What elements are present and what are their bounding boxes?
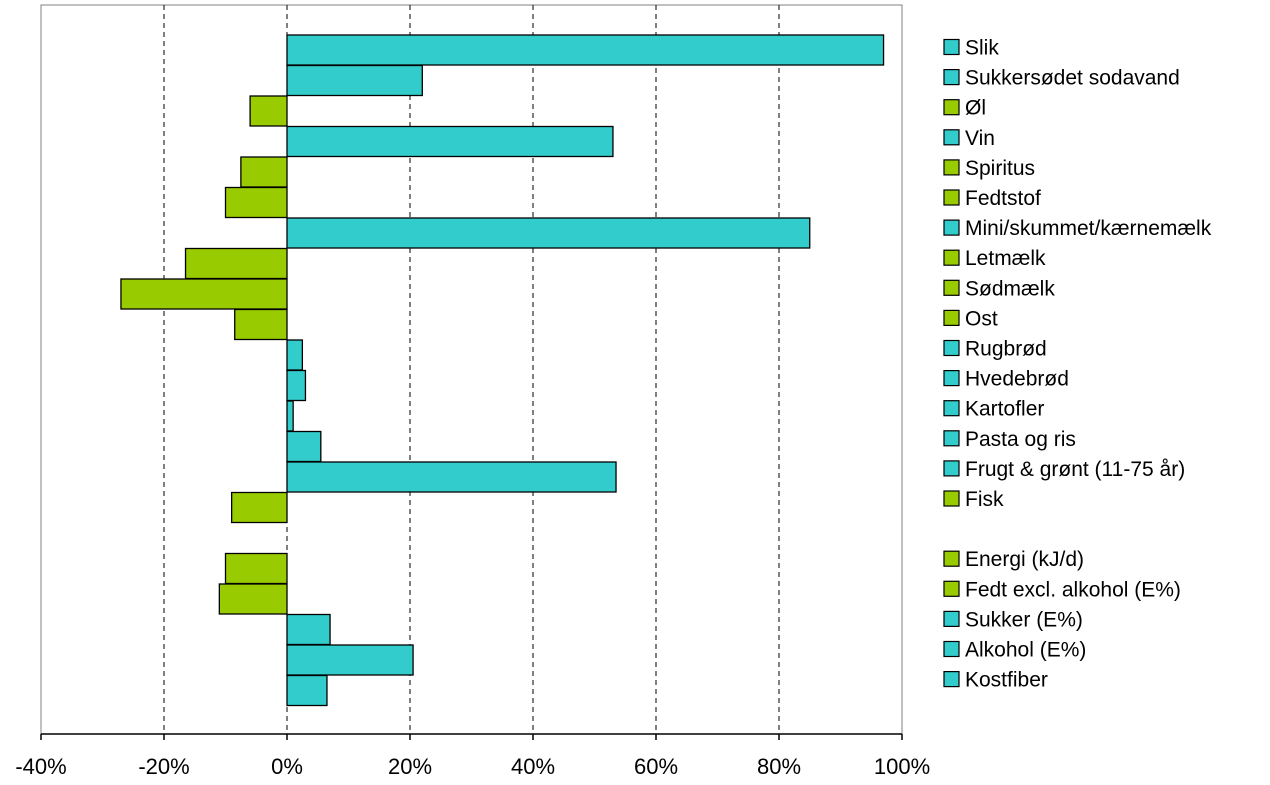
legend-label: Alkohol (E%) [965,639,1086,662]
legend-label: Spiritus [965,157,1035,180]
bar [286,430,322,463]
legend-label: Sødmælk [965,277,1055,300]
legend-label: Energi (kJ/d) [965,548,1084,571]
bar [224,186,288,219]
bar [249,95,288,127]
legend-label: Sukker (E%) [965,608,1083,631]
legend-swatch [943,99,960,116]
legend-swatch [943,279,960,296]
bar [286,613,331,646]
legend-label: Fedtstof [965,187,1041,210]
legend-label: Fisk [965,488,1004,511]
legend-label: Pasta og ris [965,428,1076,451]
bar [240,156,288,188]
legend-swatch [943,460,960,477]
legend-swatch [943,38,960,56]
legend-swatch [943,430,960,447]
bar [286,34,885,66]
bar [286,674,328,707]
x-tick-label: 100% [874,754,930,779]
legend-label: Rugbrød [965,338,1047,361]
legend-swatch [943,189,960,206]
legend-label: Mini/skummet/kærnemælk [965,217,1212,240]
axes [40,733,903,740]
x-tick-label: 60% [634,754,678,779]
x-tick-label: 0% [271,754,303,779]
legend: Slik Sukkersødet sodavand Øl Vin Spiritus Fed… [943,37,1212,692]
legend-swatch [943,640,960,658]
plot-area-frame [40,4,903,735]
bar [286,369,307,402]
bar [230,491,288,524]
x-tick-label: 20% [388,754,432,779]
legend-label: Hvedebrød [965,368,1069,391]
bar [286,217,811,249]
legend-swatch [943,580,960,597]
bar [286,461,617,493]
legend-swatch [943,159,960,176]
bar [286,400,294,432]
legend-swatch [943,550,960,567]
legend-label: Fedt excl. alkohol (E%) [965,578,1181,601]
bar [218,583,288,615]
legend-label: Vin [965,127,995,150]
grid-lines [40,4,903,735]
legend-label: Frugt & grønt (11-75 år) [965,458,1185,481]
legend-label: Sukkersødet sodavand [965,67,1180,90]
legend-swatch [943,249,960,266]
bar [234,308,288,341]
legend-swatch [943,129,960,146]
legend-label: Slik [965,37,999,60]
legend-label: Letmælk [965,247,1046,270]
x-tick-label: 80% [757,754,801,779]
bar [286,644,414,676]
legend-swatch [943,370,960,387]
legend-swatch [943,309,960,326]
bar-group [120,34,885,707]
legend-swatch [943,490,960,507]
legend-label: Kostfiber [965,669,1048,692]
legend-label: Kartofler [965,398,1044,421]
x-tick-label: 40% [511,754,555,779]
bar [184,247,288,280]
legend-swatch [943,400,960,417]
bar [120,278,288,310]
bar [224,552,288,585]
bar [286,125,614,158]
bar [286,64,423,97]
x-tick-labels: -40% -20% 0% 20% 40% 60% 80% 100% [15,754,930,779]
x-tick-label: -40% [15,754,66,779]
legend-label: Øl [965,97,986,120]
legend-swatch [943,68,960,86]
x-tick-label: -20% [138,754,189,779]
legend-swatch [943,339,960,357]
bar [286,339,304,371]
legend-label: Ost [965,307,998,330]
legend-swatch [943,219,960,236]
legend-swatch [943,670,960,688]
legend-swatch [943,610,960,628]
